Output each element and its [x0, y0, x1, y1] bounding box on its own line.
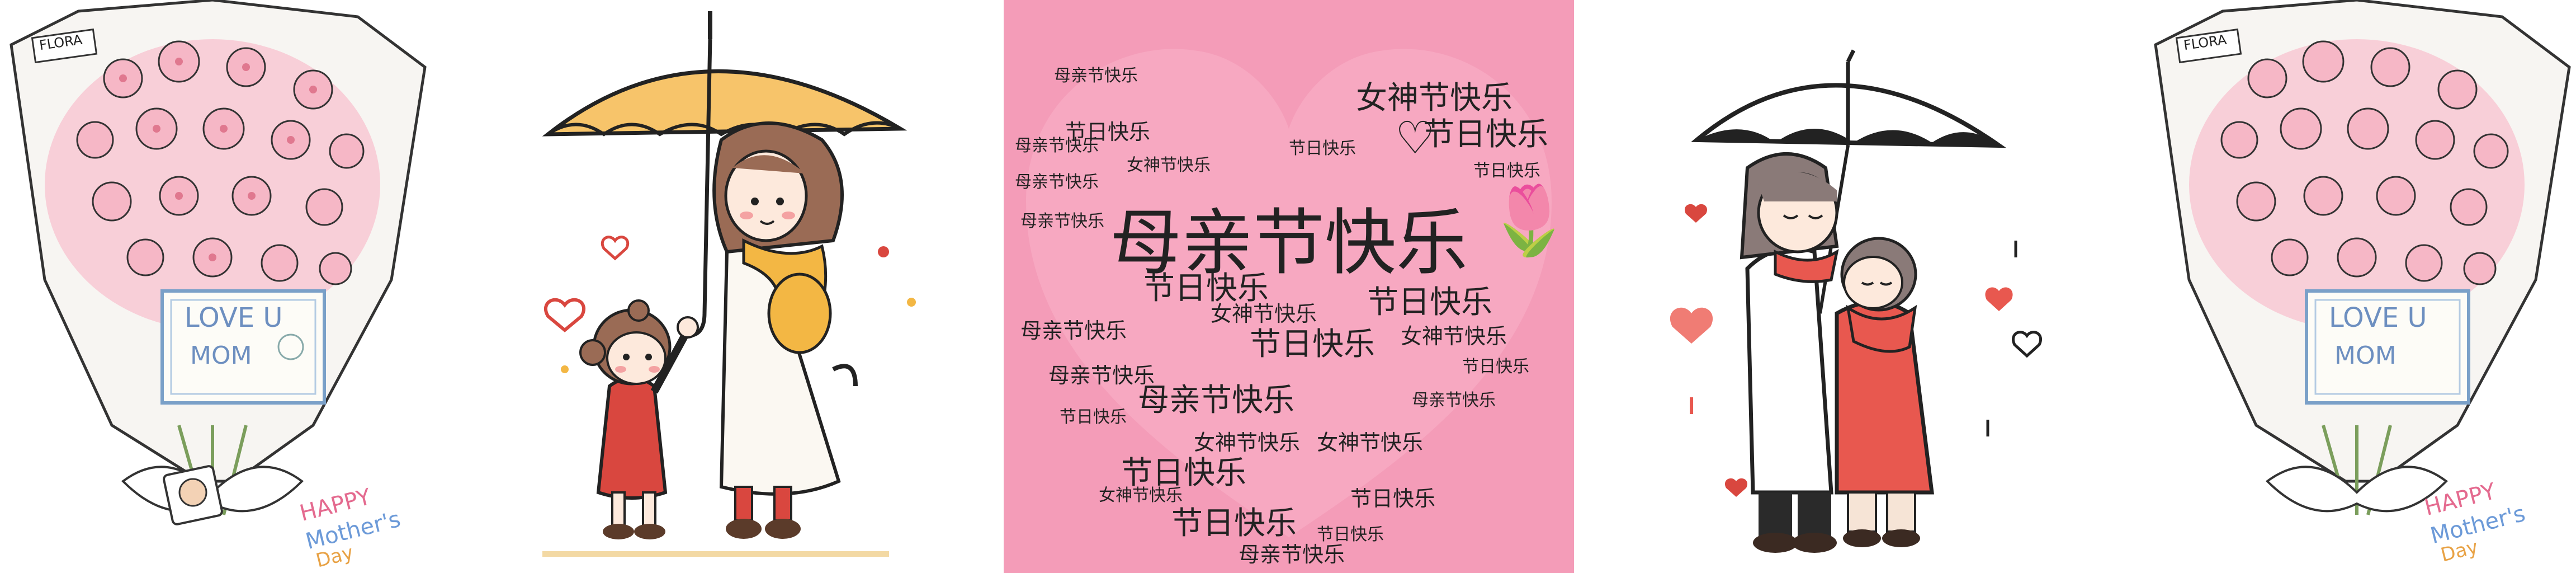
card-line-1: LOVE U: [185, 302, 283, 334]
umbrella-family-panel: [431, 0, 1004, 573]
bouquet-panel-right: FLORA LOVE U MOM HAPPY Mother's Day: [2144, 0, 2576, 573]
heart-decorations: [543, 236, 916, 373]
love-card: [160, 289, 326, 405]
phrase-13: 女神节快乐: [1194, 430, 1301, 455]
bouquet-illustration: [10, 0, 427, 525]
bouquet-illustration-right: [2154, 0, 2571, 515]
heart-outline-icon: ♡: [1395, 112, 1435, 164]
phrase-21: 母亲节快乐: [1015, 172, 1099, 192]
phrase-29: 女神节快乐: [1099, 486, 1183, 505]
flower-cluster: [45, 39, 380, 337]
phrase-14: 女神节快乐: [1317, 430, 1424, 455]
phrase-19: 母亲节快乐: [1054, 66, 1138, 86]
phrase-20: 母亲节快乐: [1015, 136, 1099, 156]
mother-figure: [712, 121, 858, 539]
phrase-5: 母亲节快乐: [1138, 382, 1294, 419]
phrase-4: 节日快乐: [1367, 284, 1492, 321]
heart-shape: [1026, 49, 1552, 537]
phrase-30: 节日快乐: [1317, 525, 1384, 544]
phrase-24: 节日快乐: [1289, 139, 1356, 158]
phrase-3: 节日快乐: [1250, 326, 1375, 363]
hug-umbrella-illustration: [1670, 49, 2042, 553]
phrase-27: 母亲节快乐: [1412, 391, 1496, 410]
phrase-28: 节日快乐: [1060, 407, 1127, 427]
phrase-7: 节日快乐: [1171, 505, 1297, 542]
rain-and-hearts: [1670, 204, 2042, 497]
phrase-10: 母亲节快乐: [1020, 318, 1127, 343]
flora-tag: [31, 28, 98, 64]
phrase-22: 母亲节快乐: [1020, 212, 1104, 231]
umbrella-family-illustration: [542, 11, 916, 557]
mother-hug-figure: [1740, 152, 1839, 553]
card-line-2: MOM: [190, 341, 252, 370]
phrase-8: 女神节快乐: [1356, 80, 1512, 116]
tulip-icon: 🌷: [1487, 182, 1571, 260]
phrase-11: 女神节快乐: [1401, 324, 1507, 349]
phrase-23: 女神节快乐: [1127, 156, 1211, 175]
heart-wordcloud-panel: 母亲节快乐 🌷 节日快乐 节日快乐 节日快乐 母亲节快乐 节日快乐 节日快乐 女…: [1004, 0, 1574, 573]
phrase-6: 节日快乐: [1121, 455, 1246, 491]
phrase-17: 母亲节快乐: [1048, 363, 1155, 388]
phrase-9: 节日快乐: [1423, 116, 1548, 153]
card-line-1-right: LOVE U: [2329, 302, 2427, 334]
child-hug-figure: [1835, 237, 1934, 547]
child-figure: [579, 299, 699, 539]
bouquet-panel-left: FLORA LOVE U MOM HAPPY Mother's Day: [0, 0, 431, 573]
phrase-26: 节日快乐: [1462, 357, 1529, 377]
phrase-2: 节日快乐: [1143, 270, 1269, 307]
hug-umbrella-panel: [1574, 0, 2144, 573]
phrase-25: 节日快乐: [1473, 161, 1540, 181]
phrase-18: 节日快乐: [1350, 486, 1436, 511]
phrase-15: 母亲节快乐: [1239, 542, 1345, 567]
phrase-12: 女神节快乐: [1211, 302, 1317, 326]
main-greeting: 母亲节快乐: [1110, 201, 1468, 285]
phrase-16: 节日快乐: [1065, 120, 1151, 144]
card-line-2-right: MOM: [2334, 341, 2397, 370]
